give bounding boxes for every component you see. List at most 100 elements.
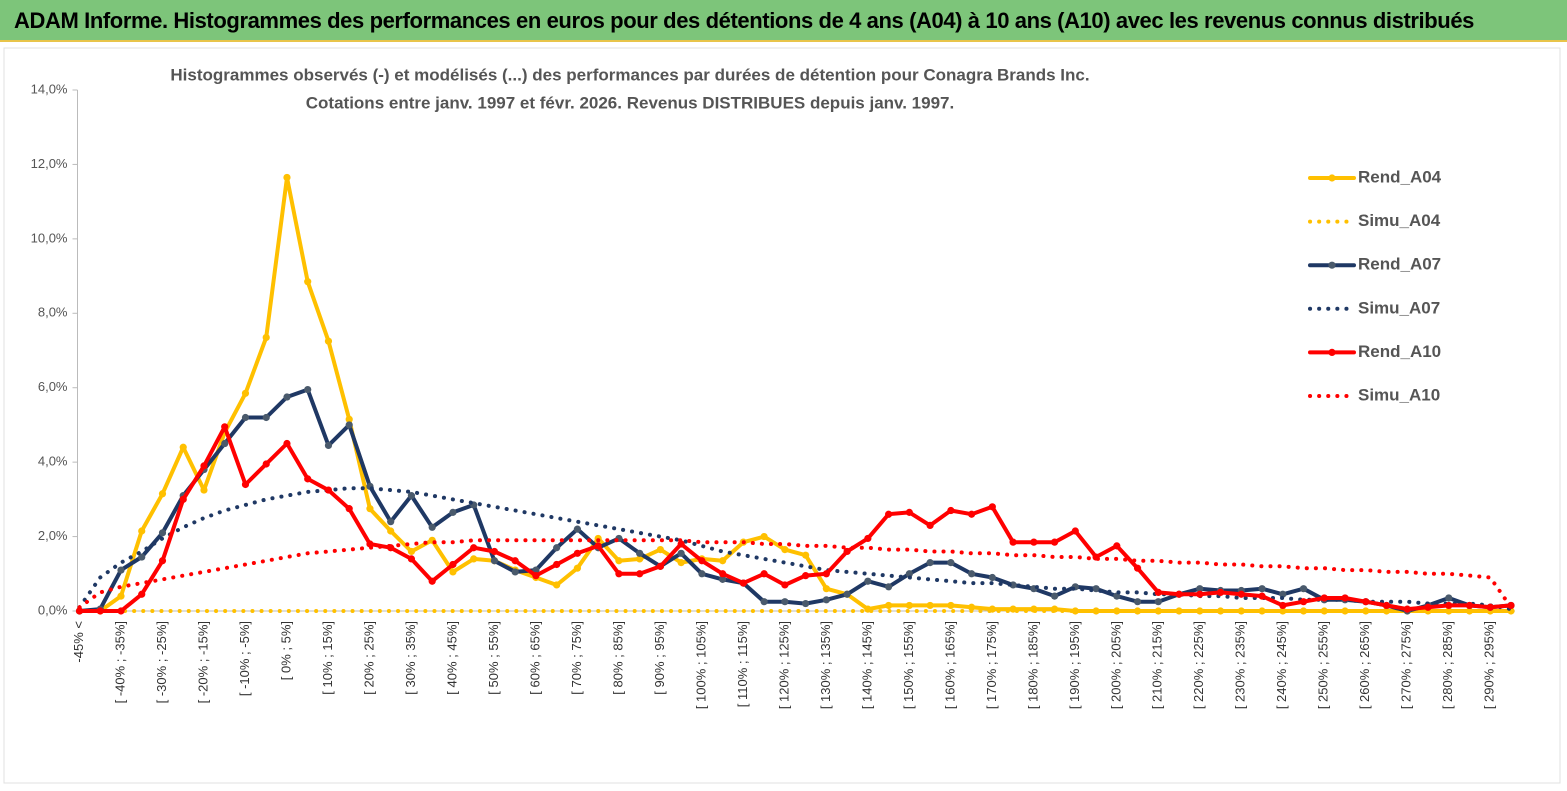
x-tick-label: [ 150% ; 155%]: [901, 621, 916, 709]
point: [698, 570, 706, 578]
point: [636, 555, 644, 563]
point: [470, 544, 478, 552]
point: [366, 505, 374, 513]
x-tick-label: -45% <: [71, 621, 86, 663]
y-tick-label: 8,0%: [38, 305, 68, 320]
point: [1299, 598, 1308, 606]
point: [490, 547, 499, 556]
point: [241, 389, 250, 397]
point: [1382, 607, 1391, 615]
y-tick-label: 4,0%: [38, 454, 68, 469]
point: [885, 583, 893, 591]
point: [532, 566, 540, 574]
chart-title: Histogrammes observés (-) et modélisés (…: [170, 65, 1089, 84]
model-line: [77, 538, 1513, 610]
point: [1113, 542, 1121, 550]
point: [1403, 605, 1411, 613]
point: [179, 443, 187, 451]
point: [1196, 590, 1204, 598]
point: [594, 542, 602, 550]
point: [802, 551, 810, 559]
observed-line: [77, 387, 1513, 613]
point: [760, 598, 768, 606]
point: [843, 590, 851, 598]
x-tick-label: [ 220% ; 225%]: [1191, 621, 1206, 709]
observed-line: [77, 424, 1513, 613]
point: [573, 525, 582, 533]
chart: Histogrammes observés (-) et modélisés (…: [3, 47, 1561, 784]
legend-marker: [1328, 174, 1336, 182]
point: [802, 572, 810, 580]
point: [179, 495, 187, 503]
y-tick-label: 10,0%: [31, 230, 68, 245]
point: [470, 555, 478, 563]
x-tick-label: [ 100% ; 105%]: [693, 621, 708, 709]
point: [262, 460, 270, 468]
point: [200, 486, 208, 494]
point: [428, 523, 436, 531]
point: [636, 570, 644, 578]
point: [760, 532, 768, 541]
point: [926, 601, 934, 610]
x-tick-label: [ 210% ; 215%]: [1150, 621, 1165, 709]
point: [283, 439, 291, 448]
point: [1154, 607, 1162, 615]
point: [719, 575, 727, 583]
point: [407, 492, 416, 500]
point: [926, 559, 934, 567]
point: [1382, 601, 1391, 610]
point: [947, 559, 955, 567]
point: [138, 553, 146, 561]
point: [158, 529, 167, 537]
point: [1362, 607, 1370, 615]
y-tick-label: 14,0%: [31, 81, 68, 96]
x-tick-label: [ -40% ; -35%]: [112, 621, 127, 703]
point: [1299, 585, 1308, 593]
point: [656, 562, 664, 570]
x-tick-label: [ -10% ; -5%]: [237, 621, 252, 696]
y-tick-label: 0,0%: [38, 602, 68, 617]
point: [1445, 607, 1453, 615]
x-tick-label: [ -20% ; -15%]: [195, 621, 210, 703]
point: [221, 423, 229, 431]
point: [304, 475, 312, 483]
point: [1486, 603, 1494, 611]
point: [967, 510, 976, 518]
point: [553, 581, 561, 589]
point: [345, 415, 353, 423]
point: [138, 590, 146, 598]
point: [1009, 538, 1017, 546]
x-tick-label: [ 10% ; 15%]: [320, 621, 335, 695]
point: [885, 601, 893, 610]
x-tick-label: [ 30% ; 35%]: [403, 621, 418, 695]
point: [511, 568, 519, 576]
point: [1009, 581, 1017, 589]
point: [1258, 585, 1266, 593]
x-tick-label: [ 120% ; 125%]: [776, 621, 791, 709]
point: [1299, 607, 1308, 615]
x-tick-label: [ 290% ; 295%]: [1482, 621, 1497, 709]
legend-label: Rend_A10: [1358, 342, 1441, 361]
point: [1216, 588, 1225, 596]
point: [905, 570, 913, 578]
point: [449, 508, 457, 516]
x-tick-label: [ 280% ; 285%]: [1440, 621, 1455, 709]
point: [905, 508, 913, 516]
point: [573, 549, 582, 557]
point: [864, 534, 872, 543]
x-tick-label: [ 190% ; 195%]: [1067, 621, 1082, 709]
point: [262, 333, 270, 342]
point: [304, 385, 312, 394]
point: [1092, 585, 1100, 593]
legend-marker: [1328, 261, 1336, 269]
point: [1154, 598, 1162, 606]
chart-subtitle: Cotations entre janv. 1997 et févr. 2026…: [306, 93, 954, 112]
point: [490, 557, 499, 565]
point: [324, 441, 333, 449]
x-tick-label: [ 160% ; 165%]: [942, 621, 957, 709]
point: [241, 413, 250, 422]
point: [324, 486, 333, 494]
point: [822, 570, 830, 578]
legend-label: Rend_A07: [1358, 255, 1441, 274]
point: [615, 557, 623, 565]
